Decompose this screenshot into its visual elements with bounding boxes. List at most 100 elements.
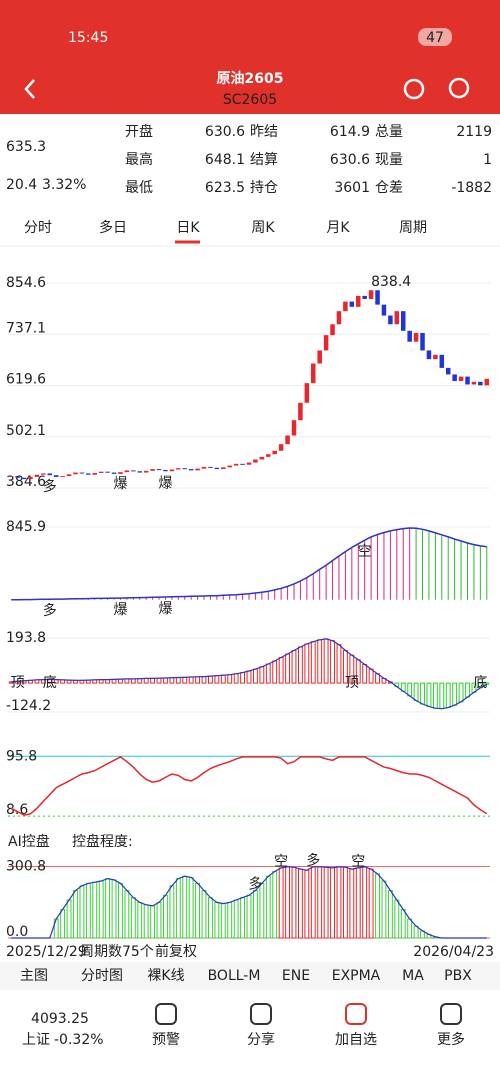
bar xyxy=(208,897,213,939)
bar xyxy=(105,878,111,939)
line xyxy=(10,756,488,816)
candle xyxy=(208,466,213,468)
bar xyxy=(130,678,136,684)
nav-icon xyxy=(345,1003,367,1025)
bar xyxy=(220,903,226,939)
nav-label[interactable]: 预警 xyxy=(152,1032,180,1048)
bar xyxy=(445,682,451,709)
y-tick-label: 384.6 xyxy=(6,474,46,490)
indicator-tab[interactable]: 裸K线 xyxy=(147,968,184,984)
indicator-tab[interactable]: 分时图 xyxy=(81,968,123,984)
quote-value: 2119 xyxy=(456,124,492,140)
bar xyxy=(150,677,156,684)
annotation: 底 xyxy=(473,675,487,691)
tab[interactable]: 多日 xyxy=(99,219,127,236)
annotation: 爆 xyxy=(158,601,172,617)
annotation: 多 xyxy=(43,602,57,619)
candle xyxy=(47,473,53,476)
bar xyxy=(362,663,368,684)
bar xyxy=(111,879,117,939)
bar xyxy=(484,682,490,685)
annotation: 多 xyxy=(306,852,320,869)
candle xyxy=(169,469,175,472)
bar xyxy=(432,682,438,709)
charts: 854.6737.1619.6502.1384.6多爆爆838.4845.9多爆… xyxy=(6,274,490,940)
nav-label[interactable]: 分享 xyxy=(247,1031,275,1048)
nav-icon xyxy=(250,1003,272,1025)
tab[interactable]: 分时 xyxy=(24,220,52,236)
nav-label[interactable]: 加自选 xyxy=(335,1032,377,1048)
bar xyxy=(252,668,258,684)
indicator-tab[interactable]: ENE xyxy=(282,968,310,984)
change: 20.4 xyxy=(6,177,37,193)
bar xyxy=(368,668,374,684)
bar xyxy=(278,657,284,684)
bar xyxy=(60,909,66,939)
candle xyxy=(266,454,271,457)
candle xyxy=(246,462,252,465)
candle xyxy=(221,467,226,470)
bar xyxy=(130,897,136,939)
indicator-tab[interactable]: EXPMA xyxy=(332,968,381,984)
back[interactable] xyxy=(24,79,35,99)
price: 635.3 xyxy=(6,139,46,155)
indicator-tab[interactable]: 主图 xyxy=(20,968,48,984)
search[interactable] xyxy=(448,77,470,99)
candle xyxy=(92,472,98,475)
quote-value: 630.6 xyxy=(205,124,245,140)
bar xyxy=(439,682,445,710)
alert-icon[interactable] xyxy=(403,78,425,100)
quote-label: 结算 xyxy=(250,152,278,168)
candle xyxy=(124,470,130,473)
bar xyxy=(265,875,271,939)
candle xyxy=(413,332,419,342)
tab[interactable]: 周期 xyxy=(399,220,427,236)
candle xyxy=(131,470,136,472)
date-start: 2025/12/29 xyxy=(6,944,87,960)
bar xyxy=(310,641,316,684)
indicator-tab[interactable]: PBX xyxy=(444,968,472,984)
y-tick-label: 502.1 xyxy=(6,423,46,439)
index-change: -0.32% xyxy=(54,1032,104,1048)
bar xyxy=(220,674,226,684)
candle xyxy=(362,295,367,299)
annotation: 顶 xyxy=(11,675,25,691)
candle xyxy=(471,381,477,385)
indicator-bar xyxy=(0,962,500,990)
indicator-tab[interactable]: BOLL-M xyxy=(208,968,261,984)
bar xyxy=(175,677,181,684)
bar xyxy=(246,894,252,939)
candle xyxy=(458,376,464,381)
bar xyxy=(336,644,342,684)
bar xyxy=(387,890,393,939)
candle xyxy=(285,435,290,445)
percent: 3.32% xyxy=(42,177,86,193)
bar xyxy=(73,890,78,939)
quote-value: 630.6 xyxy=(330,152,370,168)
annotation: 空 xyxy=(274,854,288,870)
time: 15:45 xyxy=(68,30,108,46)
candle xyxy=(60,476,65,478)
candle xyxy=(41,473,46,475)
candle xyxy=(349,301,355,307)
bar xyxy=(375,873,380,939)
candle xyxy=(311,363,316,384)
tab[interactable]: 周K xyxy=(251,220,275,236)
candle xyxy=(343,301,348,312)
tab[interactable]: 日K xyxy=(176,220,200,236)
bar xyxy=(297,646,303,684)
candle xyxy=(28,476,33,480)
bar xyxy=(310,866,316,939)
annotation: 空 xyxy=(351,854,365,870)
annotation: 底 xyxy=(43,675,57,691)
tab[interactable]: 月K xyxy=(326,220,350,236)
ai-label: 控盘程度: xyxy=(72,833,133,850)
indicator-tab[interactable]: MA xyxy=(402,968,424,984)
annotation: 838.4 xyxy=(371,274,411,290)
nav-label[interactable]: 更多 xyxy=(437,1031,465,1048)
bar xyxy=(150,905,156,939)
bar xyxy=(201,676,207,684)
candle xyxy=(381,304,387,316)
bar xyxy=(355,867,361,939)
candle xyxy=(111,472,117,474)
